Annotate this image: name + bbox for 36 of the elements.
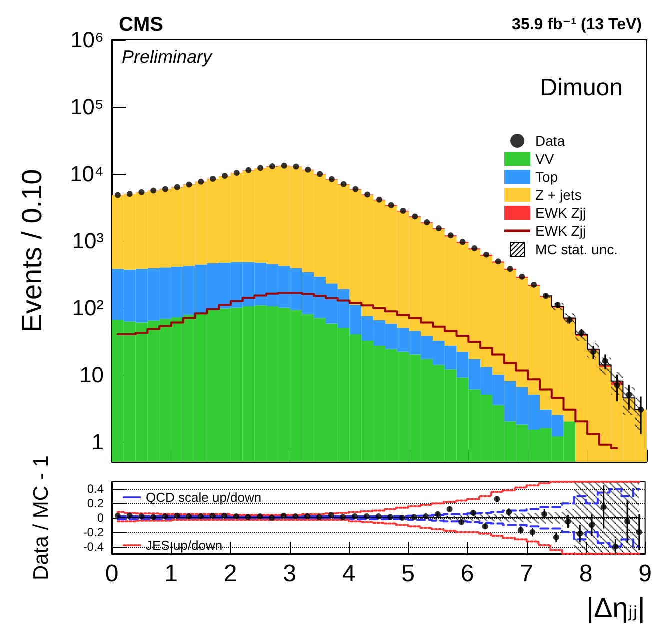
legend-label: QCD scale up/down — [146, 490, 262, 505]
x-axis-title: |Δηⱼⱼ| — [586, 592, 646, 624]
y-tick-label: 0 — [97, 511, 104, 525]
x-tick-label: 8 — [579, 560, 593, 588]
y-tick-label: 10⁵ — [70, 94, 104, 120]
x-tick-label: 4 — [342, 560, 356, 588]
y-tick-label: 1 — [92, 429, 104, 454]
x-tick-label: 2 — [224, 560, 238, 588]
y-axis-title: Data / MC - 1 — [30, 456, 53, 580]
x-tick-label: 3 — [283, 560, 296, 588]
y-tick-label: 10² — [72, 295, 104, 320]
chart-title: CMS — [119, 14, 164, 36]
legend-label: EWK Zjj — [536, 223, 586, 239]
x-tick-label: 6 — [460, 560, 474, 588]
legend-label: VV — [536, 151, 555, 167]
y-tick-label: -0.2 — [83, 525, 104, 540]
x-tick-label: 7 — [520, 560, 534, 588]
legend-label: Data — [536, 133, 566, 149]
y-tick-label: -0.4 — [83, 540, 104, 554]
y-tick-label: 10³ — [72, 228, 104, 254]
chart-subtitle: 35.9 fb⁻¹ (13 TeV) — [512, 16, 642, 34]
y-tick-label: 10⁴ — [70, 161, 104, 186]
legend-label: EWK Zjj — [536, 205, 586, 221]
annotation: Preliminary — [122, 47, 214, 67]
y-tick-label: 10 — [80, 362, 104, 388]
x-tick-label: 1 — [164, 560, 178, 588]
x-tick-label: 5 — [402, 560, 415, 588]
y-axis-title: Events / 0.10 — [16, 169, 48, 333]
legend-label: MC stat. unc. — [536, 242, 618, 258]
y-tick-label: 0.2 — [87, 496, 104, 511]
legend-label: Z + jets — [536, 187, 582, 203]
annotation: Dimuon — [540, 74, 624, 102]
x-tick-label: 9 — [638, 560, 652, 588]
y-tick-label: 10⁶ — [70, 28, 104, 52]
y-tick-label: 0.4 — [87, 482, 104, 496]
legend-label: Top — [536, 169, 558, 185]
